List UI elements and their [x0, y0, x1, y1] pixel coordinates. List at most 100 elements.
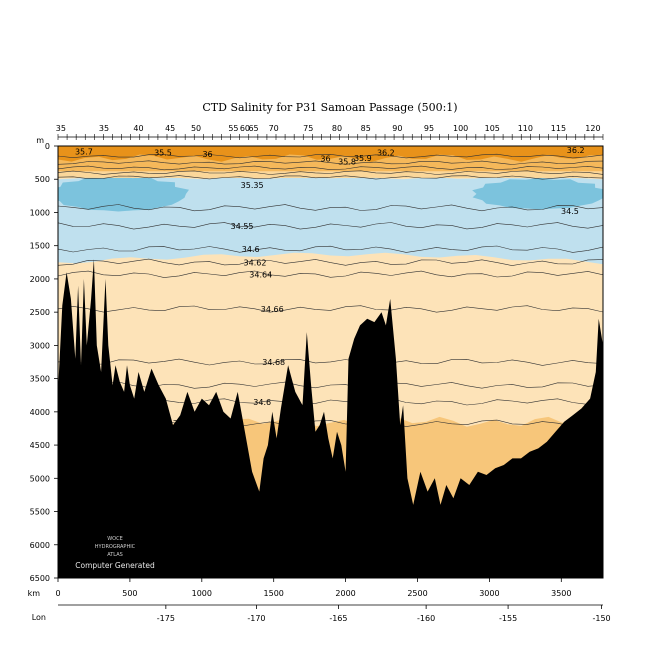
station-label: 65 — [248, 124, 258, 133]
watermark-line: ATLAS — [107, 552, 123, 558]
chart-title: CTD Salinity for P31 Samoan Passage (500… — [202, 101, 457, 114]
distance-tick-label: 0 — [55, 589, 60, 598]
longitude-axis: -175 -170 -165 -160 -155 -150 — [157, 605, 611, 623]
station-label: 115 — [551, 124, 566, 133]
station-label: 40 — [133, 124, 143, 133]
longitude-tick-label: -160 — [417, 614, 435, 623]
plot-area: 34.5 34.55 34.6 34.62 34.64 34.66 34.68 34.6 34.… — [58, 146, 603, 578]
distance-axis: 0 500 1000 1500 2000 2500 3000 3500 — [55, 578, 571, 598]
surface-contour-label: 36.2 — [377, 149, 395, 158]
surface-contour-label: 35.7 — [75, 147, 93, 156]
depth-tick-label: 3000 — [30, 341, 50, 350]
station-label: 120 — [585, 124, 600, 133]
surface-contour-label: 35.9 — [354, 154, 372, 163]
depth-tick-label: 4000 — [30, 408, 50, 417]
contour-label: 34.6 — [253, 398, 271, 407]
station-label: 45 — [165, 124, 175, 133]
contour-line — [58, 305, 603, 313]
station-label: 70 — [269, 124, 279, 133]
contour-line — [58, 358, 603, 366]
contour-label: 34.7 — [173, 419, 191, 428]
depth-tick-label: 2000 — [30, 275, 50, 284]
distance-tick-label: 500 — [122, 589, 137, 598]
station-label: 95 — [424, 124, 434, 133]
longitude-tick-label: -170 — [247, 614, 265, 623]
depth-tick-label: 500 — [35, 175, 50, 184]
surface-contour-label: 36 — [320, 155, 330, 164]
depth-tick-label: 1500 — [30, 242, 50, 251]
depth-tick-label: 4500 — [30, 441, 50, 450]
watermark-line: WOCE — [107, 536, 123, 542]
longitude-axis-label: Lon — [32, 613, 46, 622]
station-label: 110 — [518, 124, 533, 133]
contour-line — [58, 258, 603, 266]
station-label: 75 — [303, 124, 313, 133]
distance-tick-label: 1000 — [192, 589, 212, 598]
contour-line — [58, 170, 603, 175]
contour-line — [58, 222, 603, 230]
woce-watermark: WOCE HYDROGRAPHIC ATLAS Computer Generat… — [75, 536, 155, 570]
contour-label: 34.6 — [242, 245, 260, 254]
low-salinity-core-left — [58, 175, 189, 212]
depth-tick-label: 2500 — [30, 308, 50, 317]
depth-tick-label: 1000 — [30, 208, 50, 217]
bottom-topography — [58, 259, 603, 578]
station-ticks — [57, 134, 604, 140]
plot-frame — [57, 145, 604, 579]
high-salinity-layer — [58, 146, 603, 162]
distance-tick-label: 2500 — [407, 589, 427, 598]
depth-tick-label: 5000 — [30, 474, 50, 483]
contour-line — [58, 175, 603, 180]
surface-contour-label: 35.35 — [241, 181, 264, 190]
station-label: 85 — [361, 124, 371, 133]
distance-tick-label: 3500 — [551, 589, 571, 598]
longitude-tick-label: -150 — [592, 614, 610, 623]
station-label: 80 — [332, 124, 342, 133]
surface-contour-label: 36.2 — [567, 146, 585, 155]
contour-label: 34.5 — [561, 207, 579, 216]
surface-contour-label: 36 — [202, 150, 212, 159]
station-label: 60 — [240, 124, 250, 133]
contour-line — [58, 270, 603, 278]
longitude-tick-label: -175 — [157, 614, 175, 623]
contour-line — [58, 245, 603, 253]
distance-tick-label: 3000 — [479, 589, 499, 598]
station-label: 90 — [392, 124, 402, 133]
computer-generated-credit: Computer Generated — [75, 561, 155, 570]
station-label: 105 — [485, 124, 500, 133]
depth-tick-label: 6500 — [30, 574, 50, 583]
depth-tick-label: 0 — [45, 142, 50, 151]
station-label: 35 — [56, 124, 66, 133]
distance-axis-unit: km — [28, 589, 41, 598]
depth-axis: 0 500 1000 1500 2000 2500 3000 3500 4000 4500 5000… — [30, 142, 58, 583]
contour-line — [58, 165, 603, 171]
contour-label: 34.68 — [262, 358, 285, 367]
distance-tick-label: 2000 — [335, 589, 355, 598]
contour-line — [58, 160, 603, 165]
contour-label: 34.66 — [261, 305, 284, 314]
contour-label: 34.62 — [244, 258, 267, 267]
depth-tick-label: 5500 — [30, 508, 50, 517]
station-label: 100 — [453, 124, 468, 133]
surface-contour-label: 35.8 — [338, 157, 356, 166]
station-label: 55 — [228, 124, 238, 133]
contour-label: 34.64 — [249, 270, 272, 279]
longitude-tick-label: -155 — [499, 614, 517, 623]
contour-line — [58, 153, 603, 159]
distance-tick-label: 1500 — [264, 589, 284, 598]
contour-line — [58, 204, 603, 212]
depth-axis-unit: m — [36, 136, 44, 145]
depth-tick-label: 6000 — [30, 541, 50, 550]
contour-labels: 34.5 34.55 34.6 34.62 34.64 34.66 34.68 34.6 34.… — [75, 146, 585, 428]
longitude-tick-label: -165 — [329, 614, 347, 623]
contour-label: 34.55 — [231, 222, 254, 231]
low-salinity-core-right — [472, 177, 603, 210]
watermark-line: HYDROGRAPHIC — [95, 544, 136, 550]
station-label: 35 — [99, 124, 109, 133]
intermediate-water-fill — [58, 176, 603, 265]
depth-tick-label: 3500 — [30, 375, 50, 384]
surface-contour-label: 35.5 — [154, 149, 172, 158]
station-label: 50 — [191, 124, 201, 133]
